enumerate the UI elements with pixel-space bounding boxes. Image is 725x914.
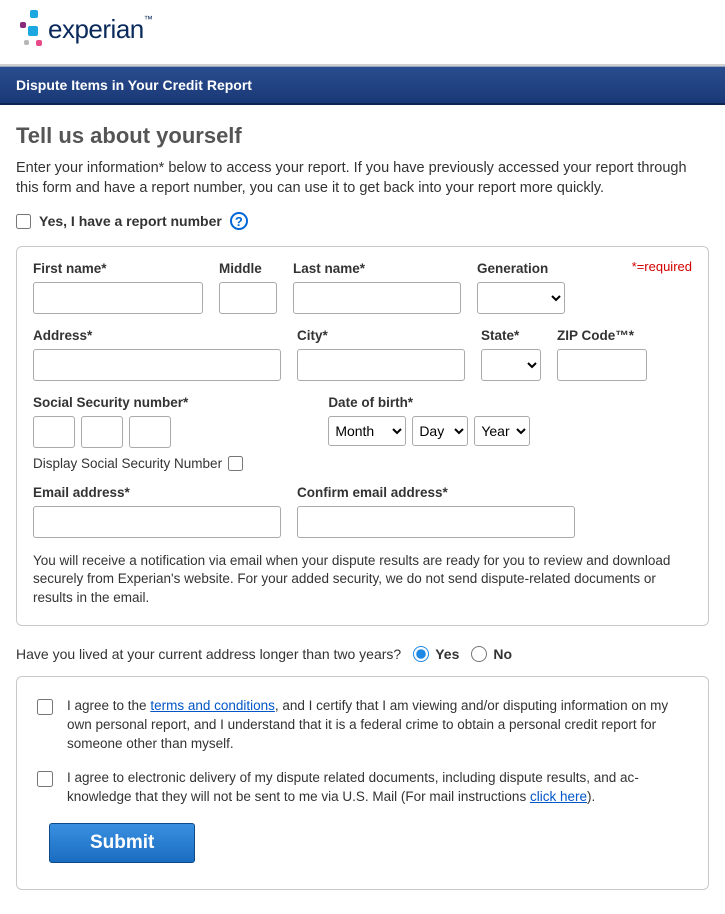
generation-label: Generation bbox=[477, 261, 565, 276]
display-ssn-label: Display Social Security Number bbox=[33, 456, 222, 471]
city-label: City* bbox=[297, 328, 465, 343]
page-titlebar: Dispute Items in Your Credit Report bbox=[0, 66, 725, 105]
section-title: Tell us about yourself bbox=[16, 123, 709, 149]
logo-text: experian bbox=[48, 14, 144, 44]
city-input[interactable] bbox=[297, 349, 465, 381]
email-input[interactable] bbox=[33, 506, 281, 538]
state-select[interactable] bbox=[481, 349, 541, 381]
address-no-radio[interactable] bbox=[471, 646, 487, 662]
confirm-email-label: Confirm email address* bbox=[297, 485, 575, 500]
dob-year-select[interactable]: Year bbox=[474, 416, 530, 446]
report-number-label: Yes, I have a report number bbox=[39, 213, 222, 229]
last-name-input[interactable] bbox=[293, 282, 461, 314]
dob-month-select[interactable]: Month bbox=[328, 416, 406, 446]
required-note: *=required bbox=[632, 259, 692, 274]
agree-terms-checkbox[interactable] bbox=[37, 699, 53, 715]
address-yes-radio[interactable] bbox=[413, 646, 429, 662]
ssn-input-2[interactable] bbox=[81, 416, 123, 448]
terms-link[interactable]: terms and conditions bbox=[150, 698, 275, 713]
personal-info-form: *=required First name* Middle Last name*… bbox=[16, 246, 709, 626]
submit-button[interactable]: Submit bbox=[49, 823, 195, 863]
middle-input[interactable] bbox=[219, 282, 277, 314]
address-input[interactable] bbox=[33, 349, 281, 381]
address-label: Address* bbox=[33, 328, 281, 343]
agree-electronic-checkbox[interactable] bbox=[37, 771, 53, 787]
header: experian™ bbox=[0, 0, 725, 66]
report-number-row: Yes, I have a report number ? bbox=[16, 212, 709, 230]
address-no-label: No bbox=[493, 646, 512, 662]
address-duration-question: Have you lived at your current address l… bbox=[16, 646, 709, 662]
email-label: Email address* bbox=[33, 485, 281, 500]
ssn-input-3[interactable] bbox=[129, 416, 171, 448]
address-question-text: Have you lived at your current address l… bbox=[16, 646, 401, 662]
experian-logo: experian™ bbox=[16, 10, 709, 48]
help-icon[interactable]: ? bbox=[230, 212, 248, 230]
generation-select[interactable] bbox=[477, 282, 565, 314]
mail-instructions-link[interactable]: click here bbox=[530, 789, 587, 804]
middle-label: Middle bbox=[219, 261, 277, 276]
address-yes-label: Yes bbox=[435, 646, 459, 662]
state-label: State* bbox=[481, 328, 541, 343]
last-name-label: Last name* bbox=[293, 261, 461, 276]
first-name-input[interactable] bbox=[33, 282, 203, 314]
agreements-box: I agree to the terms and conditions, and… bbox=[16, 676, 709, 890]
first-name-label: First name* bbox=[33, 261, 203, 276]
agree-electronic-text: I agree to electronic delivery of my dis… bbox=[67, 769, 688, 807]
confirm-email-input[interactable] bbox=[297, 506, 575, 538]
dob-label: Date of birth* bbox=[328, 395, 530, 410]
ssn-input-1[interactable] bbox=[33, 416, 75, 448]
section-intro: Enter your information* below to access … bbox=[16, 159, 709, 198]
dob-day-select[interactable]: Day bbox=[412, 416, 468, 446]
zip-input[interactable] bbox=[557, 349, 647, 381]
ssn-label: Social Security number* bbox=[33, 395, 188, 410]
display-ssn-checkbox[interactable] bbox=[228, 456, 243, 471]
report-number-checkbox[interactable] bbox=[16, 214, 31, 229]
logo-dots-icon bbox=[16, 10, 42, 48]
email-notice: You will receive a notification via emai… bbox=[33, 552, 692, 607]
agree-terms-text: I agree to the terms and conditions, and… bbox=[67, 697, 688, 754]
zip-label: ZIP Code™* bbox=[557, 328, 647, 343]
logo-tm: ™ bbox=[144, 14, 153, 24]
